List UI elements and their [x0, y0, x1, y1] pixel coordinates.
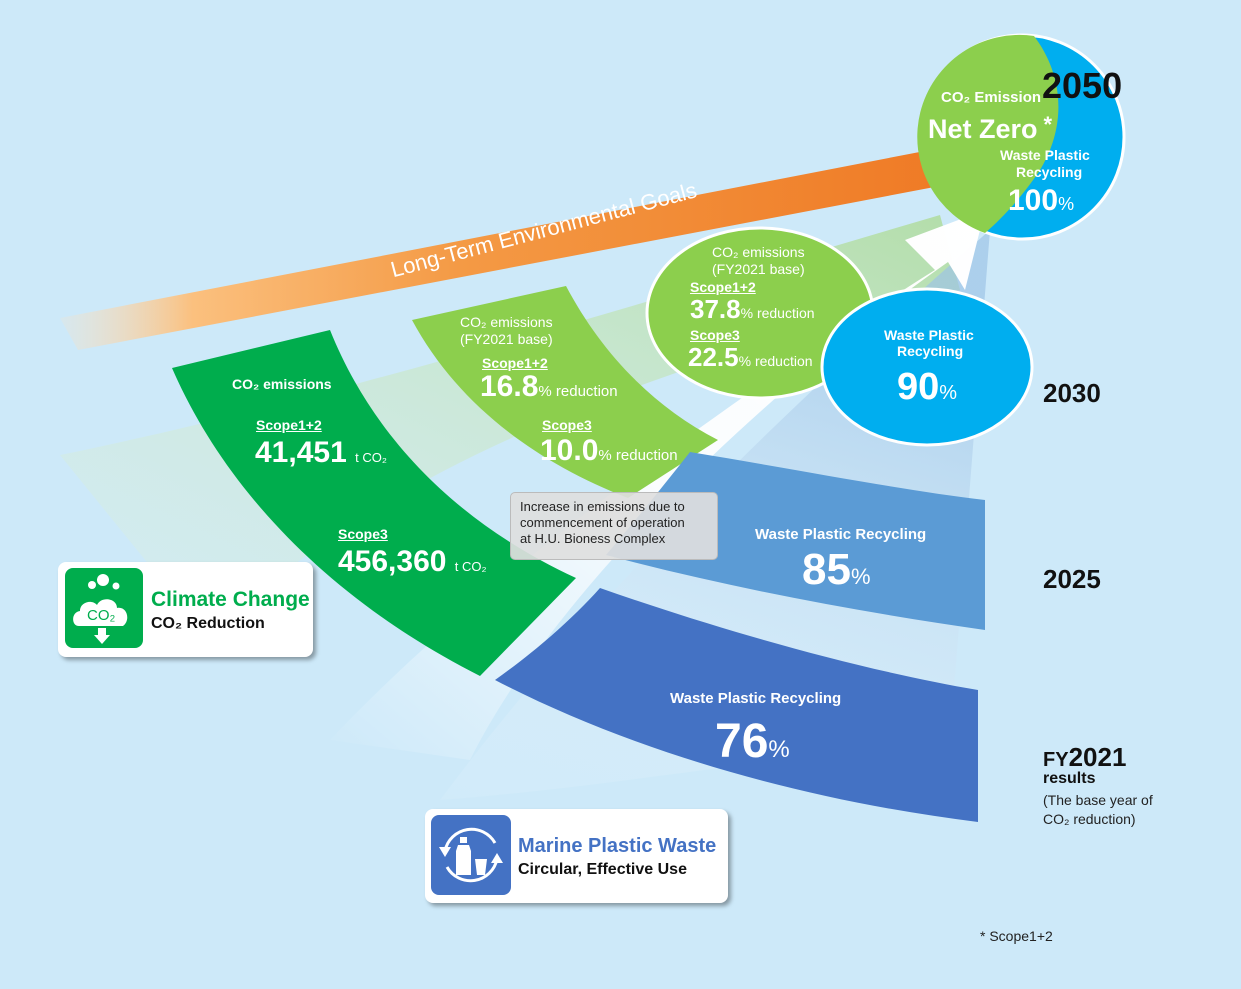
2030-scope3-value: 22.5% reduction: [688, 342, 813, 372]
circular-use-subtitle: Circular, Effective Use: [518, 861, 687, 878]
fy2021-co2-band: [172, 330, 576, 676]
fy2021-scope3-value: 456,360 t CO₂: [338, 545, 487, 578]
2025-scope12-label: Scope1+2: [482, 355, 548, 371]
year-fy2021: FY2021: [1043, 742, 1127, 772]
2025-plastic-label: Waste Plastic Recycling: [755, 526, 927, 543]
2030-plastic-label-line2: Recycling: [897, 343, 964, 359]
orange-long-term-arrow: [60, 150, 945, 350]
2030-scope12-label: Scope1+2: [690, 279, 756, 295]
cloud-arrow-graphic: [73, 574, 128, 644]
emissions-increase-note: Increase in emissions due to commencemen…: [510, 492, 718, 560]
2025-scope12-value: 16.8% reduction: [480, 370, 618, 403]
2030-plastic-label-line1: Waste Plastic: [884, 327, 974, 343]
year-2050: 2050: [1042, 65, 1123, 106]
year-2030: 2030: [1043, 378, 1101, 408]
2030-scope3-label: Scope3: [690, 327, 740, 343]
2030-co2-label-line2: (FY2021 base): [712, 261, 805, 277]
fy2021-scope12-label: Scope1+2: [256, 417, 322, 433]
recycle-bottle-graphic: [439, 827, 503, 883]
climate-change-title: Climate Change: [151, 588, 310, 611]
fy2021-co2-label: CO₂ emissions: [232, 376, 332, 392]
marine-plastic-badge: Marine Plastic Waste Circular, Effective…: [425, 809, 728, 903]
fy2021-scope12-value: 41,451 t CO₂: [255, 436, 387, 469]
2025-plastic-value: 85%: [802, 545, 871, 594]
2050-plastic-label-line1: Waste Plastic: [1000, 147, 1090, 163]
2050-net-zero: Net Zero *: [928, 112, 1053, 144]
recycle-bottle-icon: [431, 815, 511, 895]
year-2025: 2025: [1043, 564, 1101, 594]
fy2021-plastic-band: [495, 588, 978, 822]
co2-cloud-icon: CO₂: [65, 568, 143, 648]
2030-co2-label-line1: CO₂ emissions: [712, 244, 805, 260]
footnote: * Scope1+2: [980, 928, 1053, 944]
2025-co2-band: [412, 286, 718, 498]
2025-co2-label-line2: (FY2021 base): [460, 331, 553, 347]
2030-scope12-value: 37.8% reduction: [690, 294, 815, 324]
co2-icon-text: CO₂: [87, 607, 116, 624]
2050-co2-segment: [917, 34, 1059, 234]
2030-plastic-circle: [820, 287, 1034, 447]
2025-co2-label-line1: CO₂ emissions: [460, 314, 553, 330]
climate-change-badge: CO₂ Climate Change CO₂ Reduction: [58, 562, 313, 657]
2030-plastic-value: 90%: [897, 366, 958, 408]
fy2021-base-note-line2: CO₂ reduction): [1043, 811, 1136, 827]
fy2021-plastic-value: 76%: [715, 715, 790, 768]
fy2021-base-note-line1: (The base year of: [1043, 792, 1153, 808]
note-line1: Increase in emissions due to: [520, 499, 685, 514]
fy2021-plastic-label: Waste Plastic Recycling: [670, 690, 842, 707]
2050-plastic-label-line2: Recycling: [1016, 164, 1083, 180]
co2-reduction-subtitle: CO₂ Reduction: [151, 615, 265, 632]
2025-scope3-label: Scope3: [542, 417, 592, 433]
2025-scope3-value: 10.0% reduction: [540, 434, 678, 467]
fy2021-scope3-label: Scope3: [338, 526, 388, 542]
fy2021-results-label: results: [1043, 770, 1096, 787]
note-line2: commencement of operation: [520, 515, 685, 530]
note-line3: at H.U. Bioness Complex: [520, 531, 666, 546]
marine-plastic-title: Marine Plastic Waste: [518, 835, 717, 857]
2050-plastic-value: 100%: [1008, 184, 1075, 217]
2050-co2-label: CO₂ Emission: [941, 89, 1042, 106]
